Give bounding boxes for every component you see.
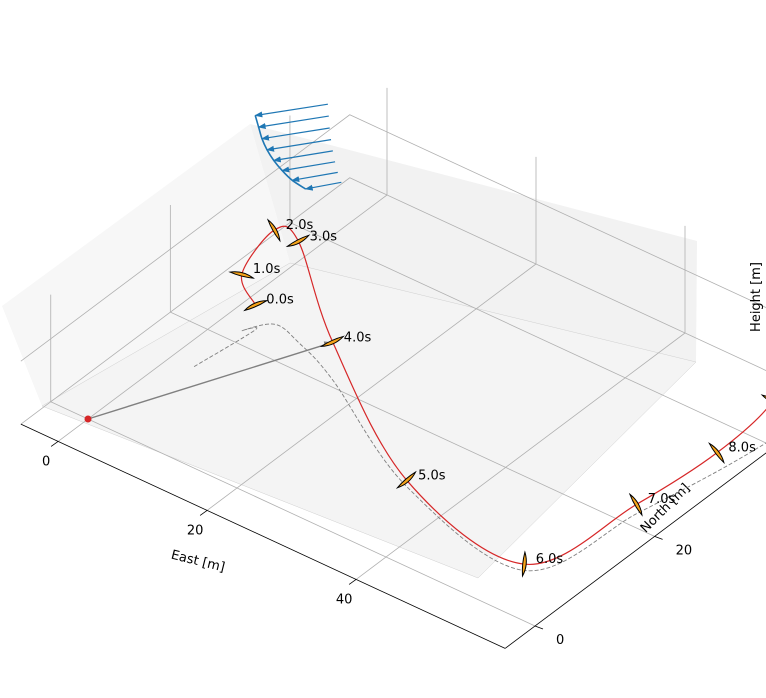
anchor-point [84,415,92,423]
aircraft-body [521,550,527,578]
north-tick-label: 0 [556,633,564,648]
axes: 0204002040010 [20,423,766,649]
north-tick-label: 20 [676,543,693,558]
wind-arrow [281,161,336,173]
wind-arrow [291,171,338,183]
aircraft-marker [266,218,281,243]
aircraft-body [708,442,725,465]
east-tick-label: 0 [42,454,50,469]
aircraft-body [266,218,281,243]
time-label: 5.0s [418,469,446,484]
east-axis-label: East [m] [169,548,226,576]
wind-arrow [257,115,329,129]
wind-arrow [261,127,330,141]
east-axis-line [20,423,506,649]
tether-line [87,341,333,420]
wind-arrow [266,139,332,152]
grid-lines [20,87,766,627]
aircraft-marker [228,271,255,279]
east-tick [199,510,208,516]
height-axis-label: Height [m] [749,262,764,332]
aircraft-markers: 0.0s1.0s2.0s3.0s4.0s5.0s6.0s7.0s8.0s9.0s [228,218,766,578]
aircraft-body [628,492,643,517]
east-tick [50,441,59,447]
aircraft-body [243,300,269,312]
wind-arrow [272,150,333,163]
time-label: 2.0s [286,218,314,233]
time-label: 1.0s [253,262,281,277]
aircraft-body [285,234,311,247]
grid-line-height [20,177,766,425]
time-label: 8.0s [728,440,756,455]
wind-profile-curve [254,115,307,190]
aircraft-body [228,271,255,279]
time-label: 0.0s [266,293,294,308]
east-tick-label: 20 [187,523,204,538]
time-label: 4.0s [344,330,372,345]
east-tick [348,579,357,585]
north-tick [654,536,663,540]
grid-line-height [20,114,766,362]
wind-profile [254,103,342,191]
aircraft-marker [760,394,766,410]
aircraft-marker [285,234,311,247]
aircraft-body [395,470,417,489]
wind-arrow [304,181,342,191]
aircraft-marker [243,300,269,312]
wind-arrow [254,103,328,118]
aircraft-body [319,335,345,347]
aircraft-marker [319,335,345,347]
aircraft-marker [395,470,417,489]
aircraft-marker [521,550,527,578]
aircraft-marker [628,492,643,517]
aircraft-marker [708,442,725,465]
north-axis-line [504,452,766,649]
time-label: 3.0s [310,230,338,245]
east-tick-label: 40 [336,592,353,607]
time-label: 7.0s [648,492,676,507]
aircraft-body [760,394,766,410]
time-label: 6.0s [536,552,564,567]
side-pane [2,124,290,406]
north-tick [534,625,544,630]
